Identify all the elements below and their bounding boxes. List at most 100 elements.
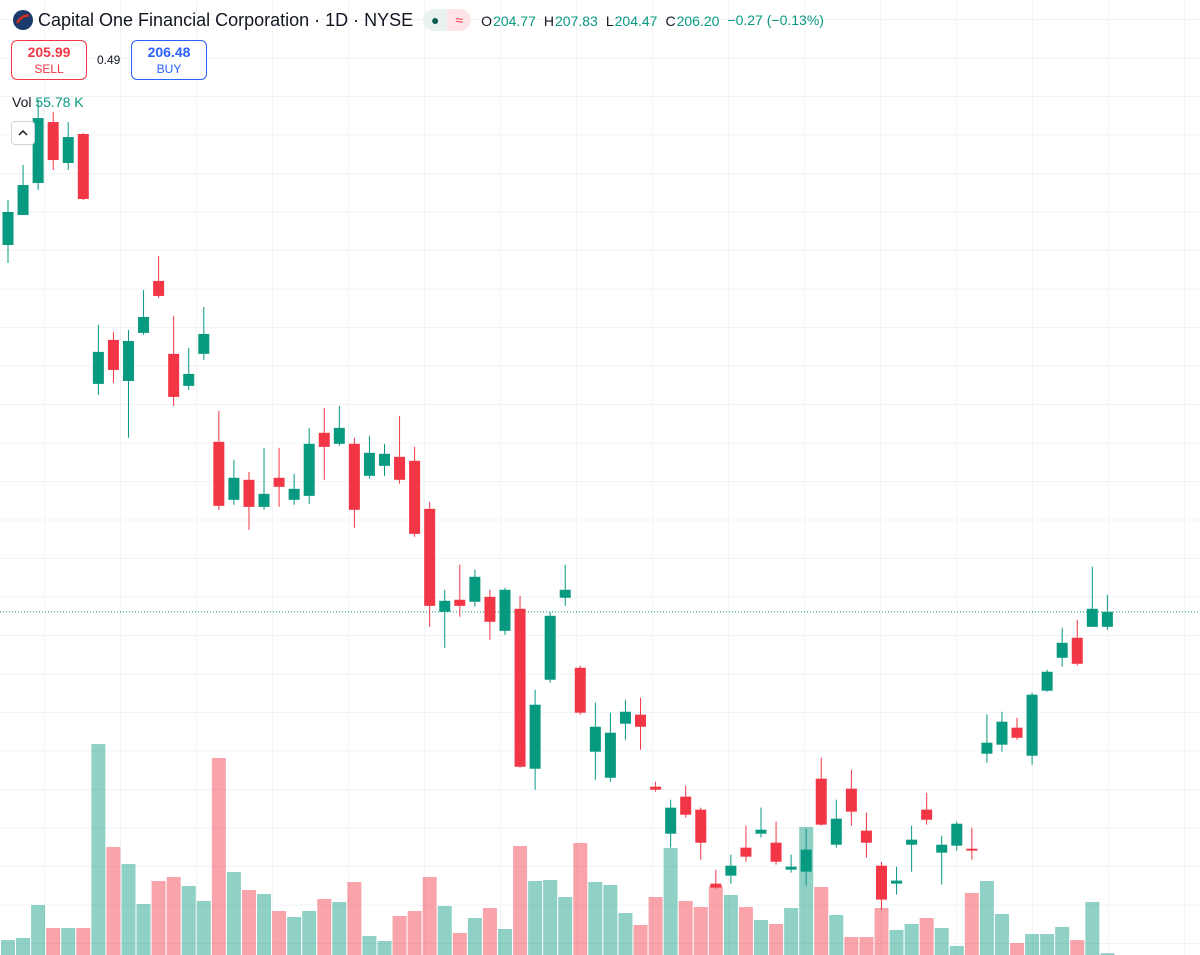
volume-bar xyxy=(16,938,31,955)
candle-body xyxy=(363,452,375,476)
volume-bar xyxy=(1025,934,1040,955)
candle-body xyxy=(1071,637,1083,664)
sell-label: SELL xyxy=(34,62,64,76)
candle-body xyxy=(740,847,752,857)
volume-bar xyxy=(106,847,121,955)
candle-body xyxy=(213,441,225,506)
volume-bar xyxy=(1040,934,1055,955)
volume-bar xyxy=(272,911,287,955)
candle-body xyxy=(122,340,134,381)
candle-body xyxy=(454,599,466,606)
candle-body xyxy=(529,704,541,769)
candle-body xyxy=(830,818,842,845)
candle-body xyxy=(17,185,29,216)
candle-body xyxy=(1086,608,1098,627)
volume-bar xyxy=(708,886,723,955)
candle-body xyxy=(1011,727,1023,738)
logo xyxy=(13,10,33,30)
candle-body xyxy=(650,786,662,790)
candle-body xyxy=(228,477,240,500)
volume-bar xyxy=(949,946,964,955)
volume-bar xyxy=(1,940,15,955)
volume-bar xyxy=(46,928,61,955)
volume-bar xyxy=(302,911,317,955)
volume-bar xyxy=(287,917,302,955)
candle-body xyxy=(153,280,165,296)
candle-body xyxy=(107,339,119,370)
volume-bar xyxy=(633,925,648,955)
candle-body xyxy=(288,488,300,500)
ohlc-value: 206.20 xyxy=(676,12,720,29)
candle-body xyxy=(138,316,150,333)
change: −0.27 (−0.13%) xyxy=(727,12,824,28)
candle-body xyxy=(770,842,782,862)
candle-body xyxy=(514,608,526,767)
candle-body xyxy=(951,823,963,846)
volume-bar xyxy=(211,758,226,955)
volume-bar xyxy=(859,937,874,955)
volume-bar xyxy=(151,881,166,955)
ohlc-value: 204.47 xyxy=(614,12,658,29)
candle-body xyxy=(1101,611,1113,627)
volume-bar xyxy=(738,907,753,955)
volume-bar xyxy=(91,744,106,955)
sell-button[interactable]: 205.99 SELL xyxy=(11,40,87,80)
candle-body xyxy=(1041,671,1053,691)
spread: 0.49 xyxy=(97,53,121,67)
volume-bar xyxy=(588,882,603,955)
candle-body xyxy=(424,508,436,606)
volume-bar xyxy=(678,901,693,955)
volume-bar xyxy=(889,930,904,955)
candle-body xyxy=(845,788,857,812)
buy-button[interactable]: 206.48 BUY xyxy=(131,40,207,80)
volume-bar xyxy=(136,904,151,955)
candle-body xyxy=(243,479,255,507)
volume-bar xyxy=(241,890,256,955)
candle-body xyxy=(469,576,481,602)
volume-bar xyxy=(467,918,482,955)
volume-bar xyxy=(618,913,633,955)
volume-title: Vol xyxy=(12,94,32,110)
candle-body xyxy=(589,726,601,752)
volume-bar xyxy=(482,908,497,955)
volume-bar xyxy=(121,864,136,955)
volume-bar xyxy=(754,920,768,955)
volume-bar xyxy=(226,872,241,955)
candle-body xyxy=(559,589,571,598)
candle-body xyxy=(665,807,677,834)
volume-bar xyxy=(1055,927,1070,955)
candle-body xyxy=(439,600,451,612)
candle-body xyxy=(755,829,767,834)
indicator-status[interactable]: ● ≈ xyxy=(423,9,472,31)
candle-body xyxy=(32,118,44,184)
candle-body xyxy=(77,134,89,199)
ohlc-key: O xyxy=(481,12,493,29)
volume-bar xyxy=(452,933,467,955)
volume-bar xyxy=(979,881,994,955)
candle-body xyxy=(379,453,390,466)
candle-body xyxy=(695,809,707,843)
ohlc-key: L xyxy=(605,12,614,29)
volume-bar xyxy=(769,924,784,955)
candle-body xyxy=(409,460,421,534)
volume-bar xyxy=(257,894,272,955)
candle-body xyxy=(273,477,285,487)
collapse-button[interactable] xyxy=(11,121,35,145)
candle-body xyxy=(258,493,270,507)
volume-bar xyxy=(693,907,708,955)
volume-bar xyxy=(196,901,211,955)
volume-bar xyxy=(347,882,362,955)
volume-bar xyxy=(528,881,543,955)
volume-bar xyxy=(904,924,919,955)
volume-bar xyxy=(166,877,181,955)
candle-body xyxy=(1026,694,1038,756)
volume-bar xyxy=(332,902,347,955)
volume-bar xyxy=(317,899,332,955)
volume-bar xyxy=(76,928,91,955)
candle-body xyxy=(394,456,406,480)
volume-bar xyxy=(934,928,949,955)
volume-bar xyxy=(407,911,422,955)
buy-label: BUY xyxy=(156,62,182,76)
volume-bar xyxy=(784,908,799,955)
